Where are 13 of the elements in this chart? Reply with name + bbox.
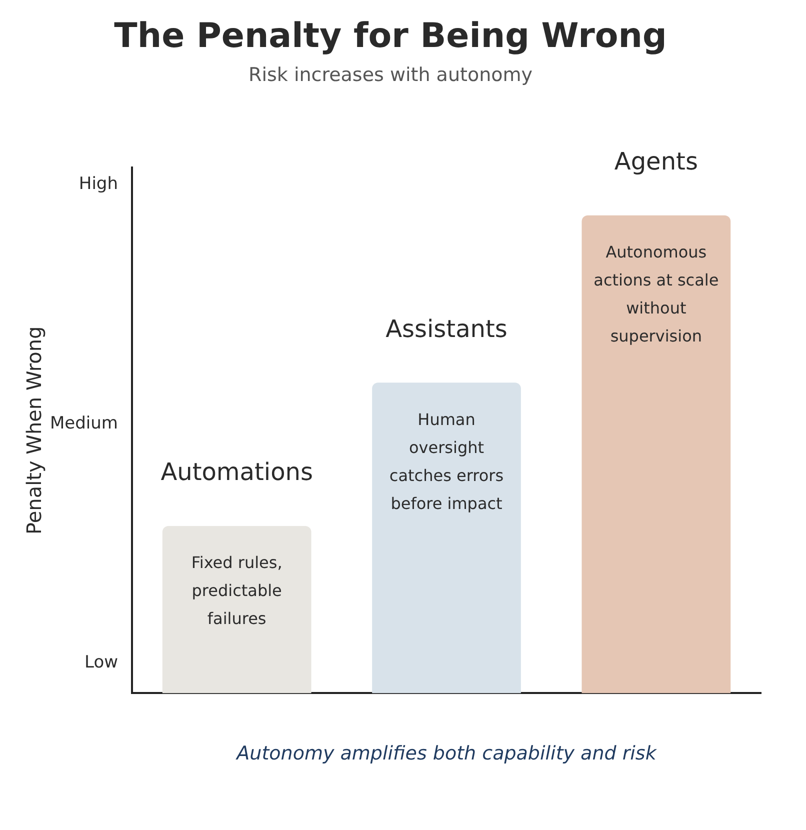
chart-subtitle: Risk increases with autonomy [248, 64, 532, 86]
x-axis-title: Autonomy amplifies both capability and risk [234, 742, 658, 765]
text: Low [84, 652, 118, 673]
x-tick-label: Automations [160, 458, 313, 486]
text: Medium [50, 413, 118, 434]
chart-title: The Penalty for Being Wrong [114, 16, 667, 56]
annotation: Human oversight catches errors before impact [389, 410, 504, 513]
annotation: Autonomous actions at scale without supervision [594, 242, 719, 346]
x-tick-label: Assistants [386, 314, 508, 343]
text: High [78, 174, 118, 194]
annotation: Fixed rules, predictable failures [191, 553, 282, 628]
x-tick-label: Agents [614, 148, 698, 176]
y-axis-title: Penalty When Wrong [22, 326, 46, 535]
